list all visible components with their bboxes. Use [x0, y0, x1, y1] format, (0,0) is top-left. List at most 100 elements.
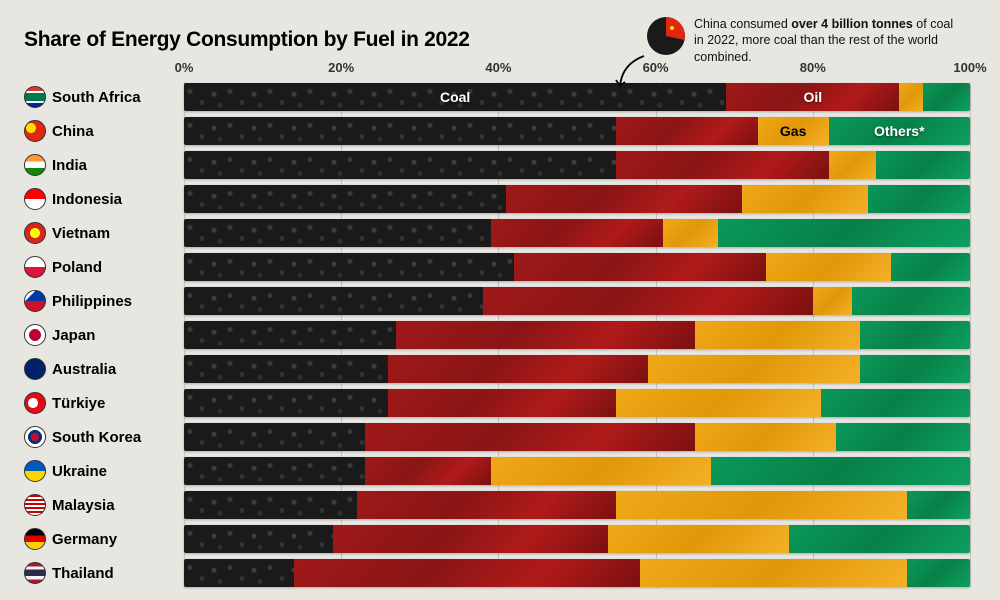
flag-icon [24, 120, 46, 142]
stacked-bar-chart: 0%20%40%60%80%100% South AfricaCoalOilCh… [24, 60, 976, 588]
bar-segment-oil [388, 389, 616, 417]
flag-icon [24, 290, 46, 312]
bar-segment-others [789, 525, 970, 553]
bar-segment-gas [608, 525, 789, 553]
axis-tick: 60% [643, 60, 669, 75]
stacked-bar [184, 185, 970, 213]
stacked-bar [184, 491, 970, 519]
table-row: Türkiye [24, 388, 976, 418]
table-row: Ukraine [24, 456, 976, 486]
row-label: Japan [24, 324, 184, 346]
row-label: Philippines [24, 290, 184, 312]
callout-text: China consumed over 4 billion tonnes of … [694, 16, 956, 65]
bar-segment-gas [829, 151, 876, 179]
country-name: Ukraine [52, 463, 107, 480]
bar-segment-others [852, 287, 970, 315]
bar-segment-others [860, 321, 970, 349]
bar-segment-others: Others* [829, 117, 970, 145]
flag-icon [24, 392, 46, 414]
bar-segment-gas [640, 559, 907, 587]
chart-rows: South AfricaCoalOilChinaGasOthers*IndiaI… [24, 82, 976, 588]
bar-segment-others [907, 559, 970, 587]
table-row: South Korea [24, 422, 976, 452]
stacked-bar [184, 457, 970, 485]
bar-segment-gas [899, 83, 923, 111]
country-name: Türkiye [52, 395, 105, 412]
row-label: South Korea [24, 426, 184, 448]
table-row: Philippines [24, 286, 976, 316]
bar-segment-gas [648, 355, 860, 383]
flag-icon [24, 358, 46, 380]
stacked-bar [184, 151, 970, 179]
chart-title: Share of Energy Consumption by Fuel in 2… [24, 28, 470, 52]
bar-segment-coal [184, 491, 357, 519]
bar-segment-gas [663, 219, 718, 247]
bar-segment-gas [695, 423, 836, 451]
x-axis: 0%20%40%60%80%100% [184, 60, 970, 82]
table-row: Australia [24, 354, 976, 384]
flag-icon [24, 86, 46, 108]
axis-tick: 80% [800, 60, 826, 75]
table-row: South Africa Coal Oil [24, 82, 976, 112]
bar-segment-coal: Coal [184, 83, 726, 111]
bar-segment-oil: Oil [726, 83, 899, 111]
bar-segment-others [876, 151, 970, 179]
country-name: South Africa [52, 89, 141, 106]
stacked-bar: Coal Oil [184, 83, 970, 111]
bar-segment-others [891, 253, 970, 281]
axis-tick: 40% [485, 60, 511, 75]
bar-segment-coal [184, 219, 491, 247]
bar-segment-others [868, 185, 970, 213]
country-name: Poland [52, 259, 102, 276]
flag-icon [24, 494, 46, 516]
bar-segment-gas: Gas [758, 117, 829, 145]
row-label: Poland [24, 256, 184, 278]
china-pie-icon [646, 16, 686, 56]
bar-segment-gas [766, 253, 892, 281]
segment-label-others: Others* [874, 123, 925, 139]
row-label: Türkiye [24, 392, 184, 414]
country-name: Thailand [52, 565, 114, 582]
bar-segment-coal [184, 525, 333, 553]
segment-label-gas: Gas [780, 123, 806, 139]
bar-segment-coal [184, 117, 616, 145]
table-row: Indonesia [24, 184, 976, 214]
bar-segment-gas [491, 457, 711, 485]
bar-segment-oil [388, 355, 647, 383]
row-label: South Africa [24, 86, 184, 108]
table-row: Thailand [24, 558, 976, 588]
stacked-bar [184, 389, 970, 417]
bar-segment-coal [184, 321, 396, 349]
bar-segment-oil [294, 559, 640, 587]
bar-segment-gas [616, 491, 907, 519]
country-name: Germany [52, 531, 117, 548]
flag-icon [24, 154, 46, 176]
country-name: South Korea [52, 429, 141, 446]
segment-label-coal: Coal [440, 89, 470, 105]
bar-segment-others [836, 423, 970, 451]
bar-segment-oil [333, 525, 608, 553]
bar-segment-others [718, 219, 970, 247]
bar-segment-oil [357, 491, 616, 519]
bar-segment-oil [616, 151, 828, 179]
bar-segment-coal [184, 355, 388, 383]
flag-icon [24, 222, 46, 244]
country-name: Malaysia [52, 497, 115, 514]
bar-segment-oil [506, 185, 742, 213]
bar-segment-oil [365, 423, 695, 451]
bar-segment-others [923, 83, 970, 111]
flag-icon [24, 256, 46, 278]
stacked-bar [184, 423, 970, 451]
table-row: Malaysia [24, 490, 976, 520]
bar-segment-coal [184, 151, 616, 179]
row-label: Malaysia [24, 494, 184, 516]
flag-icon [24, 426, 46, 448]
bar-segment-others [907, 491, 970, 519]
row-label: Australia [24, 358, 184, 380]
country-name: China [52, 123, 94, 140]
bar-segment-oil [365, 457, 491, 485]
bar-segment-coal [184, 389, 388, 417]
flag-icon [24, 188, 46, 210]
country-name: Vietnam [52, 225, 110, 242]
bar-segment-oil [514, 253, 766, 281]
